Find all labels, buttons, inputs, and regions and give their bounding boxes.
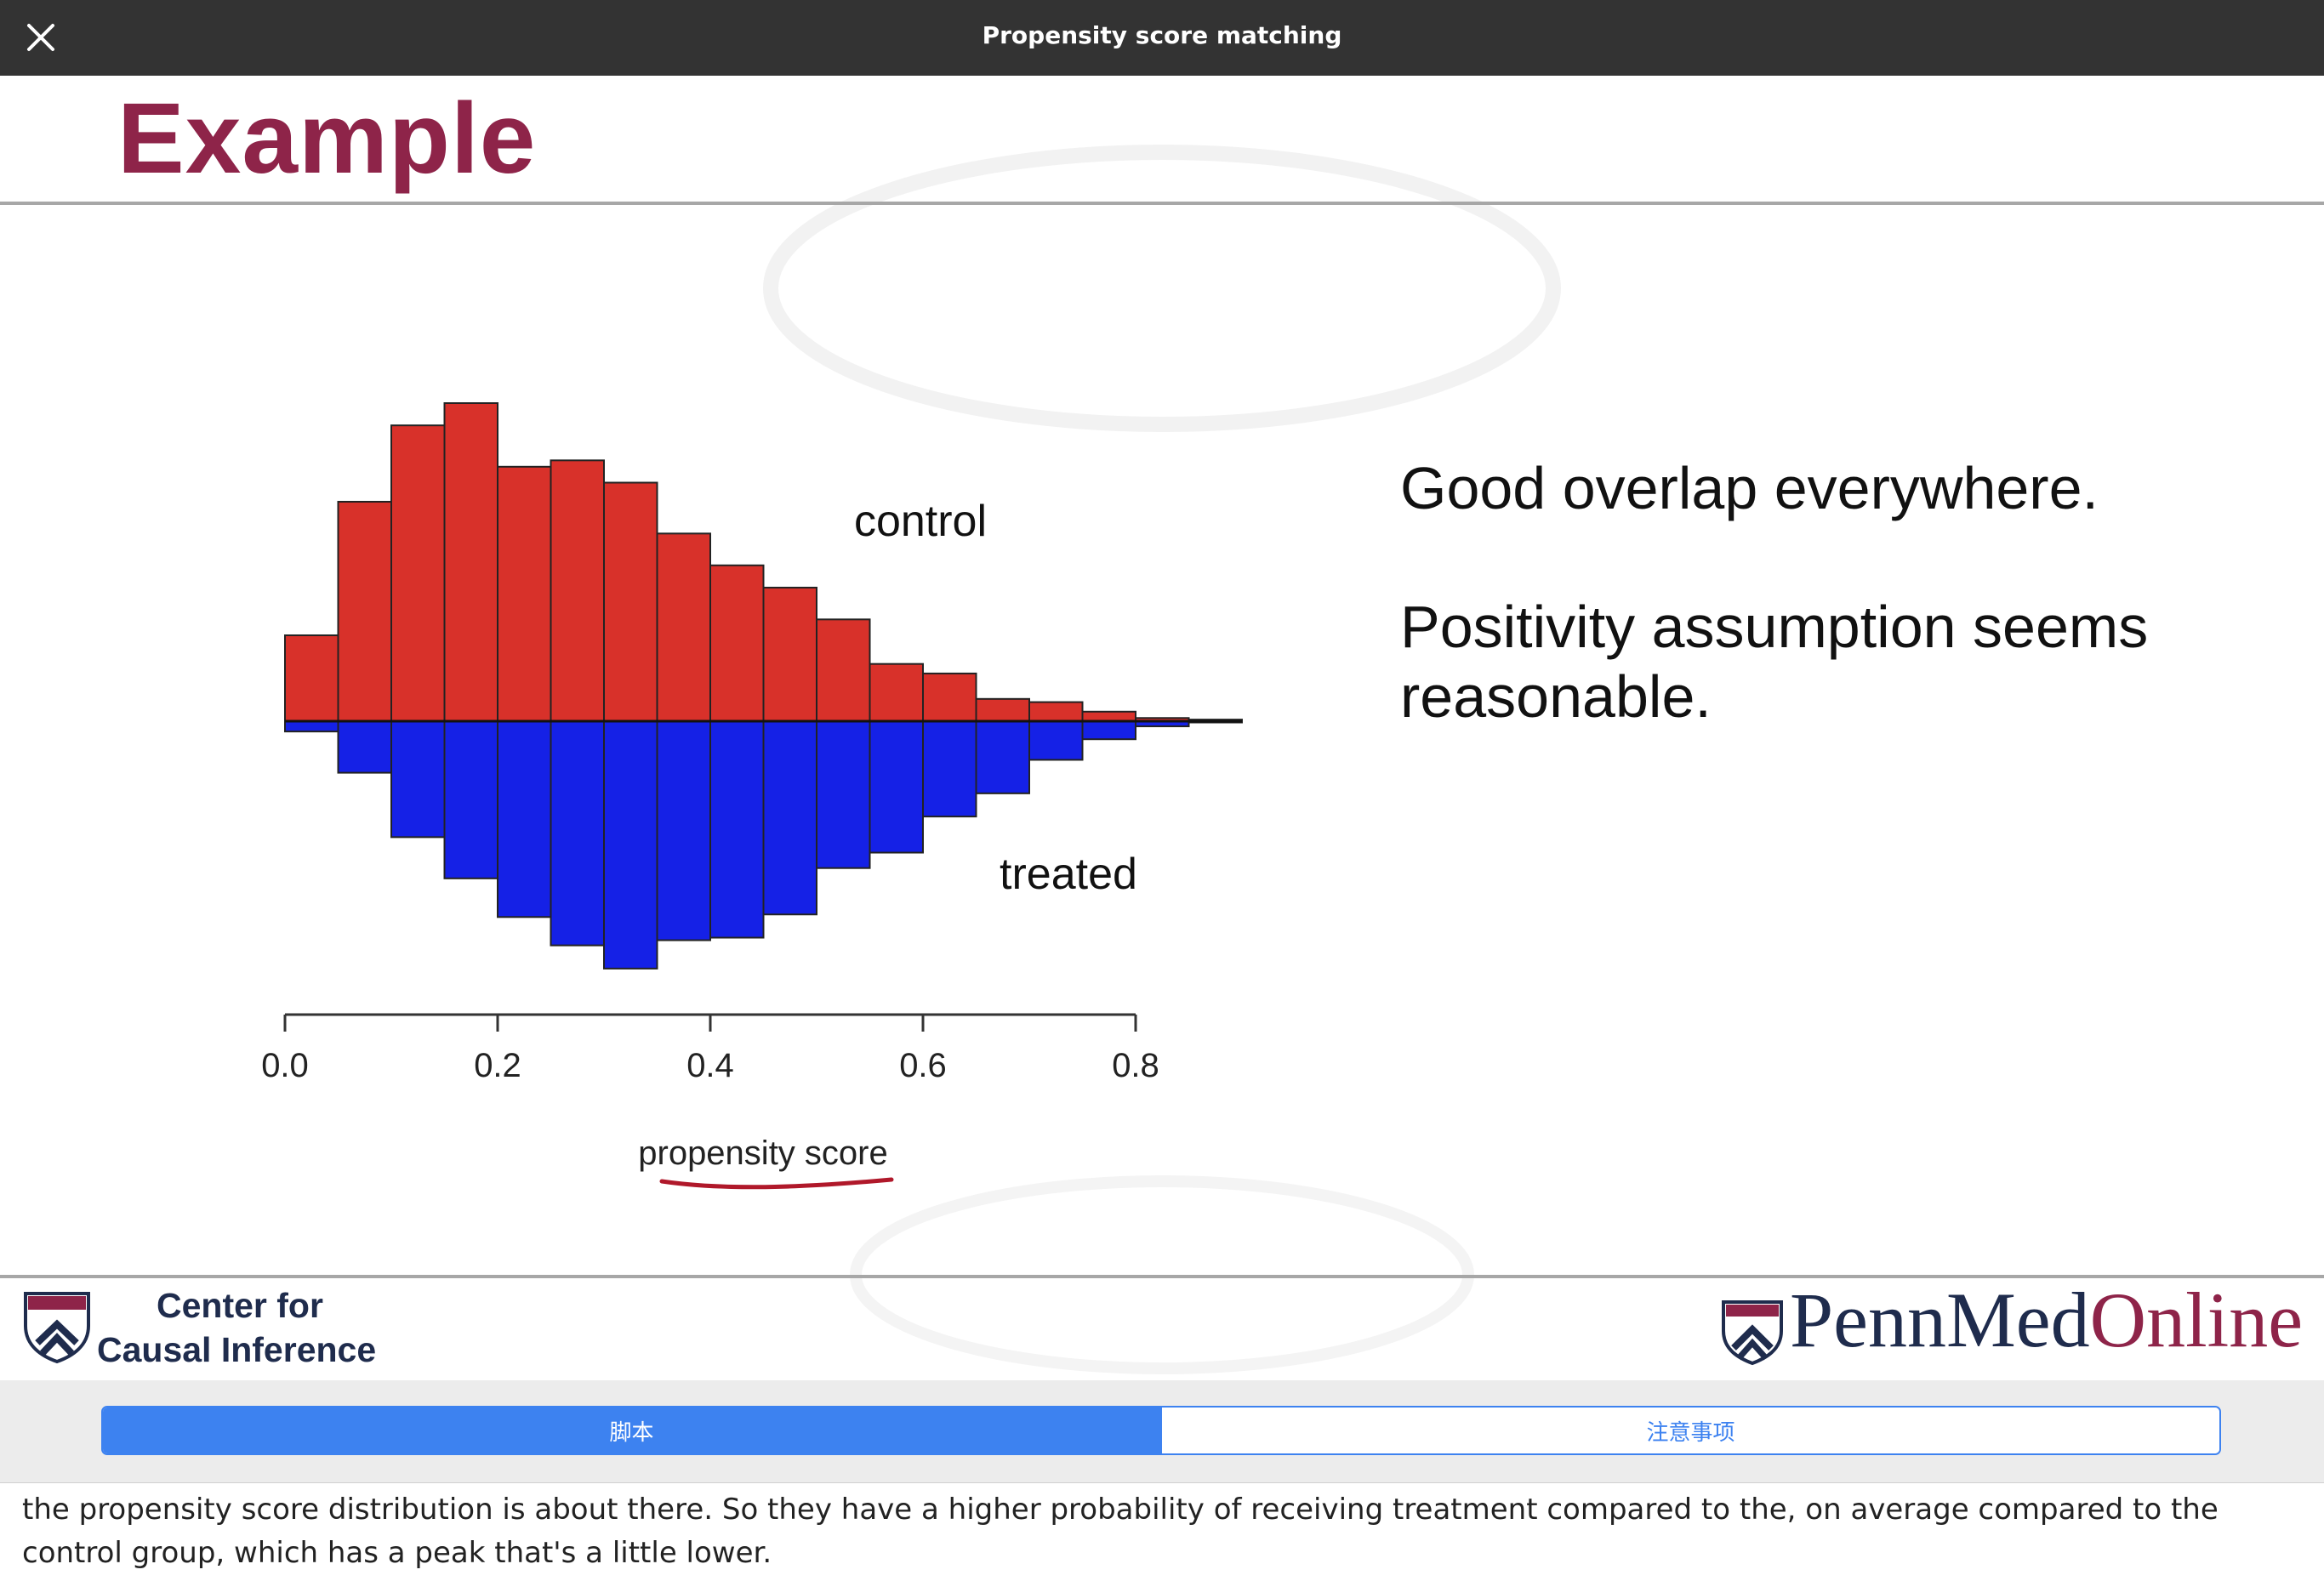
control-bar [816,618,871,723]
treated-bar [975,720,1030,794]
control-bar [656,532,711,723]
control-bar [443,402,498,722]
slide-bullet-positivity: Positivity assumption seems reasonable. [1400,594,2149,730]
logo-text-line2: Causal Inference [97,1330,377,1369]
control-bar [337,500,392,722]
segmented-tabs: 脚本 注意事项 [101,1406,2221,1455]
control-bar [762,586,817,722]
control-bar [922,672,977,723]
treated-bar [550,720,605,947]
x-axis-label: propensity score [638,1135,887,1172]
tab-notes[interactable]: 注意事项 [1160,1408,2219,1453]
slide-canvas: 0.0 0.2 0.4 0.6 0.8 control treated propensi… [0,145,2324,1374]
treated-bar [762,720,817,916]
control-bar [975,697,1030,723]
transcript-panel[interactable]: the propensity score distribution is abo… [0,1482,2324,1581]
series-label-treated: treated [1000,850,1137,899]
x-tick-label: 0.2 [474,1047,521,1084]
control-bar [550,459,605,722]
control-bar [1028,701,1084,722]
center-causal-inference-logo: Center for Causal Inference [97,1283,376,1372]
tab-bar: 脚本 注意事项 [0,1380,2324,1482]
treated-bar [922,720,977,818]
series-label-control: control [854,497,987,546]
tab-script[interactable]: 脚本 [103,1408,1160,1453]
logo-text-pennmed: PennMed [1790,1277,2090,1363]
title-bar: Propensity score matching [0,0,2324,76]
control-bar [390,424,446,722]
close-icon[interactable] [15,12,66,63]
treated-bar [656,720,711,941]
x-tick-label: 0.8 [1112,1047,1159,1084]
slide-viewer: 0.0 0.2 0.4 0.6 0.8 control treated propensi… [0,76,2324,1380]
control-bar [709,564,765,722]
pennmedonline-logo: PennMedOnline [1790,1275,2303,1365]
x-tick-label: 0.4 [686,1047,734,1084]
x-tick-label: 0.0 [261,1047,309,1084]
transcript-text: the propensity score distribution is abo… [22,1493,2219,1570]
logo-text-online: Online [2089,1277,2304,1363]
penn-shield-icon [24,1292,90,1364]
treated-bar [1028,720,1084,761]
histogram [284,402,1243,970]
pennmed-shield-icon [1722,1300,1783,1366]
treated-bar [816,720,871,869]
control-bar [869,663,924,722]
treated-bar [603,720,658,970]
control-bar [497,465,552,722]
slide-title: Example [117,82,537,195]
handwritten-underline [659,1177,894,1190]
logo-text-line1: Center for [157,1286,323,1325]
treated-bar [284,720,339,733]
treated-bar [337,720,392,774]
treated-bar [497,720,552,918]
control-bar [284,634,339,723]
window-title: Propensity score matching [982,21,1342,49]
slide-bullet-overlap: Good overlap everywhere. [1400,455,2099,521]
control-bar [603,481,658,722]
control-bar [1081,710,1136,723]
treated-bar [709,720,765,939]
x-tick-label: 0.6 [899,1047,947,1084]
treated-bar [869,720,924,854]
treated-bar [1081,720,1136,741]
treated-bar [390,720,446,839]
x-axis: 0.0 0.2 0.4 0.6 0.8 [261,1013,1159,1084]
treated-bar [443,720,498,879]
